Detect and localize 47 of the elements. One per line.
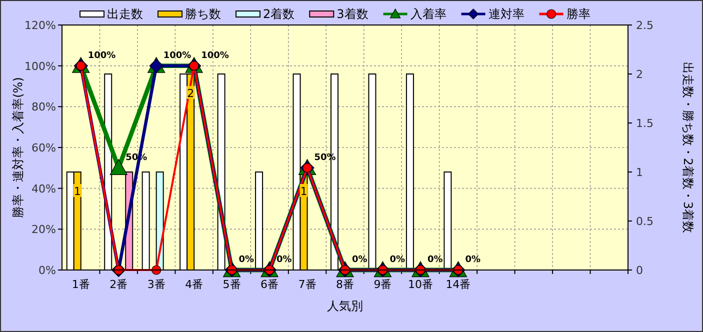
data-label: 0% [352, 255, 368, 265]
legend-label: 出走数 [107, 7, 143, 21]
x-tick-label: 2番 [110, 278, 128, 291]
legend-label: 勝率 [566, 7, 590, 21]
legend-label: 連対率 [488, 7, 524, 21]
data-label: 0% [465, 255, 480, 265]
y2-tick-label: 0.5 [636, 215, 654, 228]
data-label: 100% [163, 50, 192, 61]
legend-label: 2着数 [263, 7, 295, 21]
y-tick-label: 120% [24, 19, 56, 32]
data-label: 0% [427, 255, 443, 265]
y2-axis-title: 出走数・勝ち数・2着数・3着数 [681, 62, 695, 234]
y2-tick-label: 2 [636, 68, 643, 81]
y-tick-label: 20% [32, 223, 56, 236]
x-tick-label: 5番 [222, 278, 241, 291]
data-label: 0% [276, 255, 292, 265]
y-tick-label: 0% [38, 264, 56, 277]
x-tick-label: 6番 [260, 278, 279, 291]
y-tick-label: 80% [32, 100, 56, 114]
data-label: 0% [390, 255, 406, 265]
y2-tick-label: 1.5 [636, 117, 654, 130]
x-tick-label: 9番 [374, 278, 392, 291]
y2-tick-label: 1 [636, 166, 643, 179]
data-label: 2 [187, 87, 194, 100]
legend-label: 勝ち数 [185, 7, 221, 21]
y-tick-label: 100% [24, 60, 56, 73]
x-tick-label: 7番 [298, 278, 316, 291]
legend-label: 3着数 [336, 7, 368, 21]
y-tick-label: 60% [32, 142, 56, 154]
x-axis-title: 人気別 [327, 299, 363, 313]
y-axis-title: 勝率・連対率・入着率(%) [11, 77, 25, 218]
x-tick-label: 3番 [147, 278, 166, 291]
data-label: 100% [201, 50, 229, 61]
x-tick-label: 1番 [72, 278, 90, 291]
data-label: 100% [88, 50, 116, 61]
legend-label: 入着率 [410, 7, 446, 21]
data-label: 1 [74, 185, 81, 198]
y2-tick-label: 0 [636, 264, 643, 277]
x-tick-label: 4番 [185, 278, 204, 291]
data-label: 0% [238, 255, 254, 265]
point [110, 159, 128, 176]
y2-tick-label: 2.5 [636, 19, 654, 32]
y-tick-label: 40% [32, 182, 56, 196]
data-label: 1 [300, 185, 308, 198]
x-tick-label: 14番 [446, 278, 471, 291]
x-tick-label: 8番 [336, 278, 354, 291]
x-tick-label: 10番 [408, 278, 433, 291]
